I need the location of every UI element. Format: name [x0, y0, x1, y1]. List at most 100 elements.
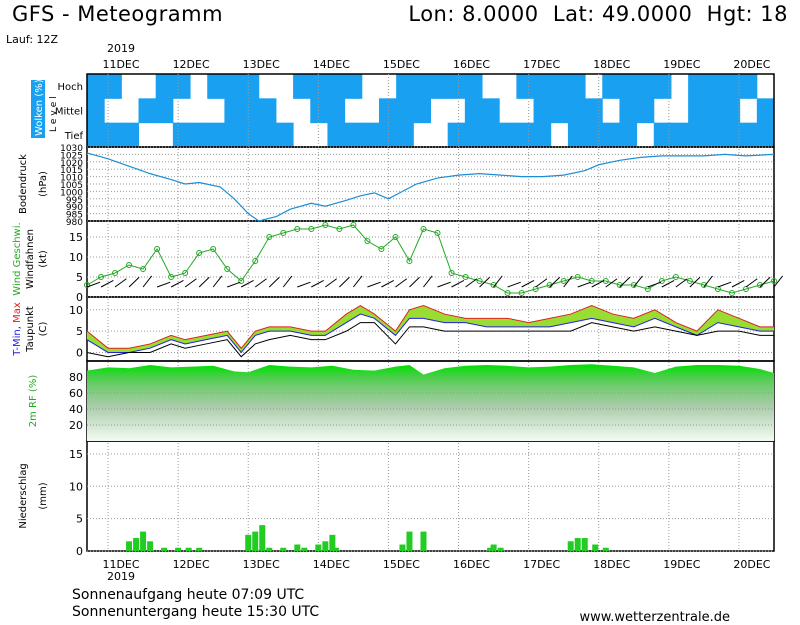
wind-speed-marker: [378, 246, 385, 252]
ytick-label: 5: [76, 271, 83, 284]
cloud-level-label: Hoch: [58, 82, 83, 93]
wind-speed-marker: [168, 274, 175, 280]
wind-speed-marker: [574, 274, 581, 280]
cloud-cell: [585, 98, 603, 124]
wind-barb: [731, 279, 745, 288]
wind-speed-marker: [728, 290, 735, 296]
cloud-cell: [533, 74, 552, 99]
cloud-cell: [396, 74, 414, 99]
cloud-cell: [327, 74, 346, 99]
day-label-bottom: 16DEC: [453, 558, 490, 571]
ytick-label: 80: [69, 371, 83, 384]
wind-barb: [507, 281, 521, 288]
cloud-cell: [688, 98, 706, 124]
cloud-cell: [396, 122, 414, 148]
wind-barb: [395, 278, 408, 288]
ytick-label: 60: [69, 387, 83, 400]
ytick-label: 980: [66, 218, 83, 228]
cloud-cell: [464, 74, 483, 99]
cloud-cell: [464, 98, 483, 124]
wind-barb: [184, 278, 197, 288]
wind-barb: [479, 276, 490, 288]
wind-speed-marker: [462, 274, 469, 280]
precip-bar: [175, 547, 182, 551]
wind-barb: [297, 281, 311, 288]
cloud-cell: [636, 74, 655, 99]
precip-ylabel: Niederschlag: [18, 463, 29, 528]
day-label-bottom: 15DEC: [383, 558, 420, 571]
ytick-label: 15: [69, 231, 83, 244]
cloud-cell: [739, 74, 758, 99]
wind-speed-marker: [560, 278, 567, 284]
wind-barb: [114, 278, 127, 288]
cloud-cell: [344, 74, 363, 99]
year-label-bottom: 2019: [107, 570, 135, 583]
ytick-label: 10: [69, 251, 83, 264]
wind-barb: [577, 281, 592, 288]
day-label-bottom: 19DEC: [663, 558, 700, 571]
wind-speed-marker: [238, 278, 245, 284]
wind-barb: [773, 275, 784, 288]
cloud-cell: [705, 98, 723, 124]
cloud-cell: [653, 122, 672, 148]
day-label-top: 11DEC: [102, 58, 139, 71]
wind-barb: [156, 281, 171, 288]
wind-barb: [352, 275, 363, 288]
cloud-cell: [670, 122, 689, 148]
wind-barb: [633, 275, 643, 288]
pressure-unit: (hPa): [38, 171, 49, 197]
precip-bar: [196, 547, 203, 551]
wind-speed-marker: [630, 282, 637, 288]
cloud-cell: [722, 122, 741, 148]
cloud-cell: [602, 74, 620, 99]
cloud-cell: [756, 98, 775, 124]
cloud-cell: [636, 98, 655, 124]
ytick-label: 0: [76, 291, 83, 304]
cloud-cell: [224, 122, 243, 148]
cloud-cell: [756, 122, 775, 148]
day-label-top: 18DEC: [593, 58, 630, 71]
precip-bar: [329, 534, 336, 551]
wind-unit: (kt): [38, 250, 49, 268]
day-label-bottom: 14DEC: [313, 558, 350, 571]
ytick-label: 985: [66, 211, 83, 221]
wind-speed-marker: [771, 278, 777, 284]
cloud-cell: [155, 98, 174, 124]
pressure-ylabel: Bodendruck: [18, 154, 29, 214]
precip-bar: [406, 531, 413, 551]
wind-speed-marker: [658, 278, 665, 284]
cloud-cell: [516, 74, 535, 99]
wind-barb: [563, 275, 573, 288]
wind-speed-marker: [252, 258, 259, 264]
cloud-ylabel2: Level: [49, 93, 59, 132]
ytick-label: 1030: [60, 144, 83, 154]
cloud-cell: [378, 98, 397, 124]
wind-speed-marker: [504, 290, 511, 296]
day-label-bottom: 20DEC: [733, 558, 770, 571]
cloud-cell: [275, 122, 294, 148]
precip-bar: [487, 547, 494, 551]
precip-bar: [315, 544, 322, 551]
wind-barb: [535, 278, 548, 288]
cloud-ylabel: Wolken (%): [34, 79, 45, 136]
wind-speed-marker: [672, 274, 679, 280]
cloud-cell: [310, 74, 328, 99]
wind-speed-marker: [434, 230, 441, 236]
wind-barb: [717, 281, 732, 288]
cloud-cell: [190, 122, 208, 148]
wind-barb: [198, 276, 210, 288]
wind-barb: [282, 275, 293, 288]
cloud-cell: [207, 122, 225, 148]
pressure-line: [86, 152, 775, 222]
cloud-cell: [567, 122, 586, 148]
cloud-cell: [430, 74, 449, 99]
cloud-cell: [104, 122, 122, 148]
precip-bar: [420, 531, 427, 551]
wind-barb: [423, 275, 433, 288]
precip-bar: [592, 544, 599, 551]
location-readout: Lon: 8.0000 Lat: 49.0000 Hgt: 18: [408, 2, 788, 26]
wind-speed-marker: [686, 278, 693, 284]
precip-bar: [147, 541, 154, 551]
wind-speed-marker: [280, 230, 287, 236]
wind-barb: [86, 281, 101, 288]
